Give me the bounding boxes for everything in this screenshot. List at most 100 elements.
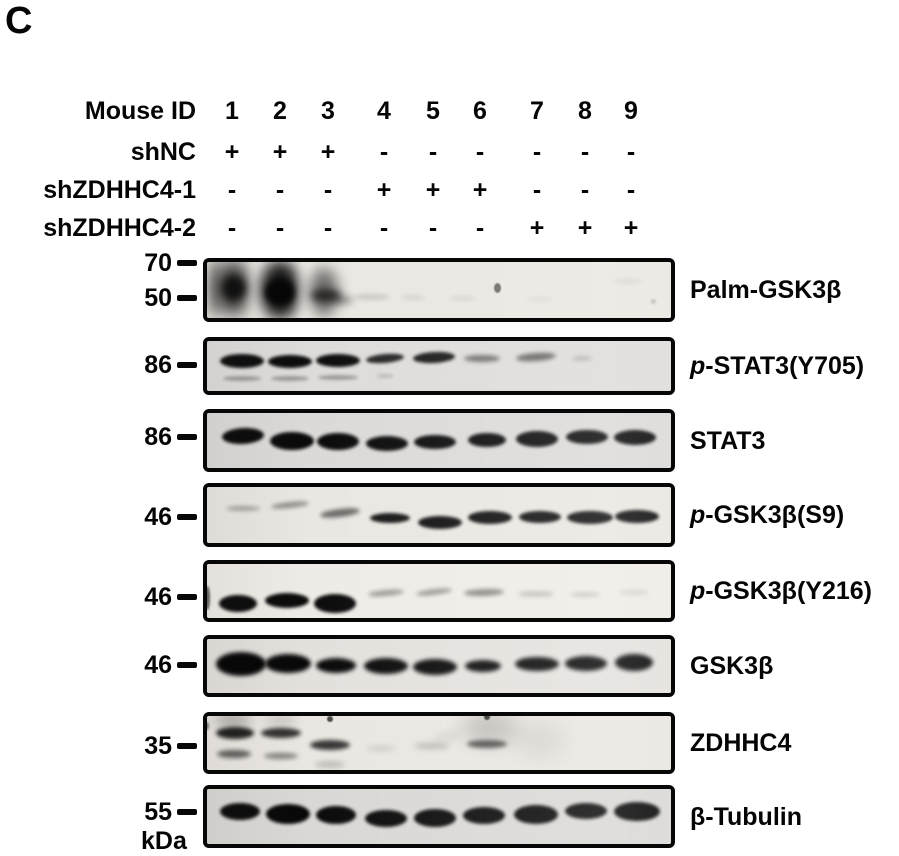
blot-band [527, 296, 553, 302]
marker-weight-label: 50 [144, 284, 172, 312]
blot-band [207, 722, 209, 730]
blot-band [570, 591, 600, 597]
lane-value: 2 [273, 97, 287, 125]
blot-band [366, 435, 408, 451]
lane-value: - [532, 176, 542, 204]
blot-band [220, 802, 260, 820]
blot-band [367, 588, 405, 598]
blot-band [327, 716, 333, 722]
blot-band [413, 659, 457, 675]
lane-value: - [275, 214, 285, 242]
blot-image [207, 487, 671, 543]
lane-value: + [425, 176, 441, 204]
blot-band [414, 435, 456, 449]
blot-band [619, 589, 649, 595]
blot-band [316, 657, 356, 673]
blot-band [519, 511, 561, 523]
lane-value: 5 [426, 97, 440, 125]
blot-band [365, 809, 407, 827]
lane-value: - [475, 138, 485, 166]
blot-band [418, 515, 462, 529]
lane-value: - [379, 214, 389, 242]
marker-tick [177, 295, 197, 301]
lane-value: + [224, 138, 240, 166]
italic-p-prefix: p [690, 501, 706, 529]
blot-band [650, 298, 656, 304]
blot-band [216, 652, 266, 676]
lane-value: - [323, 214, 333, 242]
blot-panel [203, 483, 675, 547]
marker-weight-label: 86 [144, 351, 172, 379]
lane-value: 7 [530, 97, 544, 125]
blot-band [265, 653, 311, 673]
blot-band [217, 262, 249, 315]
blot-band [514, 804, 558, 824]
blot-panel [203, 712, 675, 774]
blot-band [264, 753, 298, 759]
blot-image [207, 789, 671, 844]
blot-band [366, 745, 396, 751]
blot-image [207, 716, 671, 770]
blot-band [432, 730, 462, 742]
lane-value: - [227, 176, 237, 204]
lane-value: - [532, 138, 542, 166]
blot-band [468, 510, 512, 524]
blot-panel [203, 337, 675, 395]
marker-weight-label: 46 [144, 583, 172, 611]
blot-band [614, 278, 642, 284]
blot-band [462, 716, 518, 743]
blot-band [315, 761, 345, 767]
blot-band [450, 295, 476, 301]
blot-band [493, 283, 501, 293]
blot-band [484, 716, 490, 720]
marker-weight-label: 86 [144, 423, 172, 451]
blot-band [565, 655, 607, 671]
blot-band [515, 657, 559, 671]
blot-band [331, 296, 353, 304]
blot-band [215, 716, 251, 726]
lane-value: + [623, 214, 639, 242]
marker-tick [177, 743, 197, 749]
lane-value: - [428, 214, 438, 242]
blot-band [316, 353, 360, 367]
blot-band [219, 594, 257, 612]
blot-band [412, 350, 456, 364]
blot-panel [203, 785, 675, 848]
lane-value: + [577, 214, 593, 242]
blot-band [222, 276, 246, 300]
lane-value: - [475, 214, 485, 242]
blot-band [365, 351, 405, 365]
blot-band [207, 586, 210, 610]
lane-value: 1 [225, 97, 239, 125]
blot-band [216, 727, 254, 739]
blot-band [376, 374, 394, 378]
blot-band [319, 506, 361, 520]
blot-band [311, 288, 341, 302]
blot-target-label: GSK3β [690, 652, 774, 680]
blot-target-label: STAT3 [690, 426, 766, 455]
blot-band [217, 750, 251, 758]
blot-band [567, 510, 613, 524]
blot-band [209, 262, 221, 317]
panel-letter: C [5, 0, 33, 42]
blot-band [223, 375, 261, 381]
marker-weight-label: 55 [144, 798, 172, 826]
blot-image [207, 564, 671, 618]
blot-band [468, 433, 506, 447]
blot-band [415, 586, 453, 598]
blot-panel [203, 560, 675, 622]
marker-weight-label: 46 [144, 651, 172, 679]
blot-band [614, 801, 660, 821]
blot-band [265, 716, 297, 725]
marker-tick [177, 434, 197, 440]
lane-value: - [580, 138, 590, 166]
lane-value: - [626, 138, 636, 166]
blot-band [414, 809, 456, 827]
blot-band [518, 591, 554, 597]
marker-weight-label: 46 [144, 503, 172, 531]
marker-tick [177, 514, 197, 520]
lane-value: - [580, 176, 590, 204]
blot-band [252, 262, 262, 318]
blot-image [207, 341, 671, 391]
